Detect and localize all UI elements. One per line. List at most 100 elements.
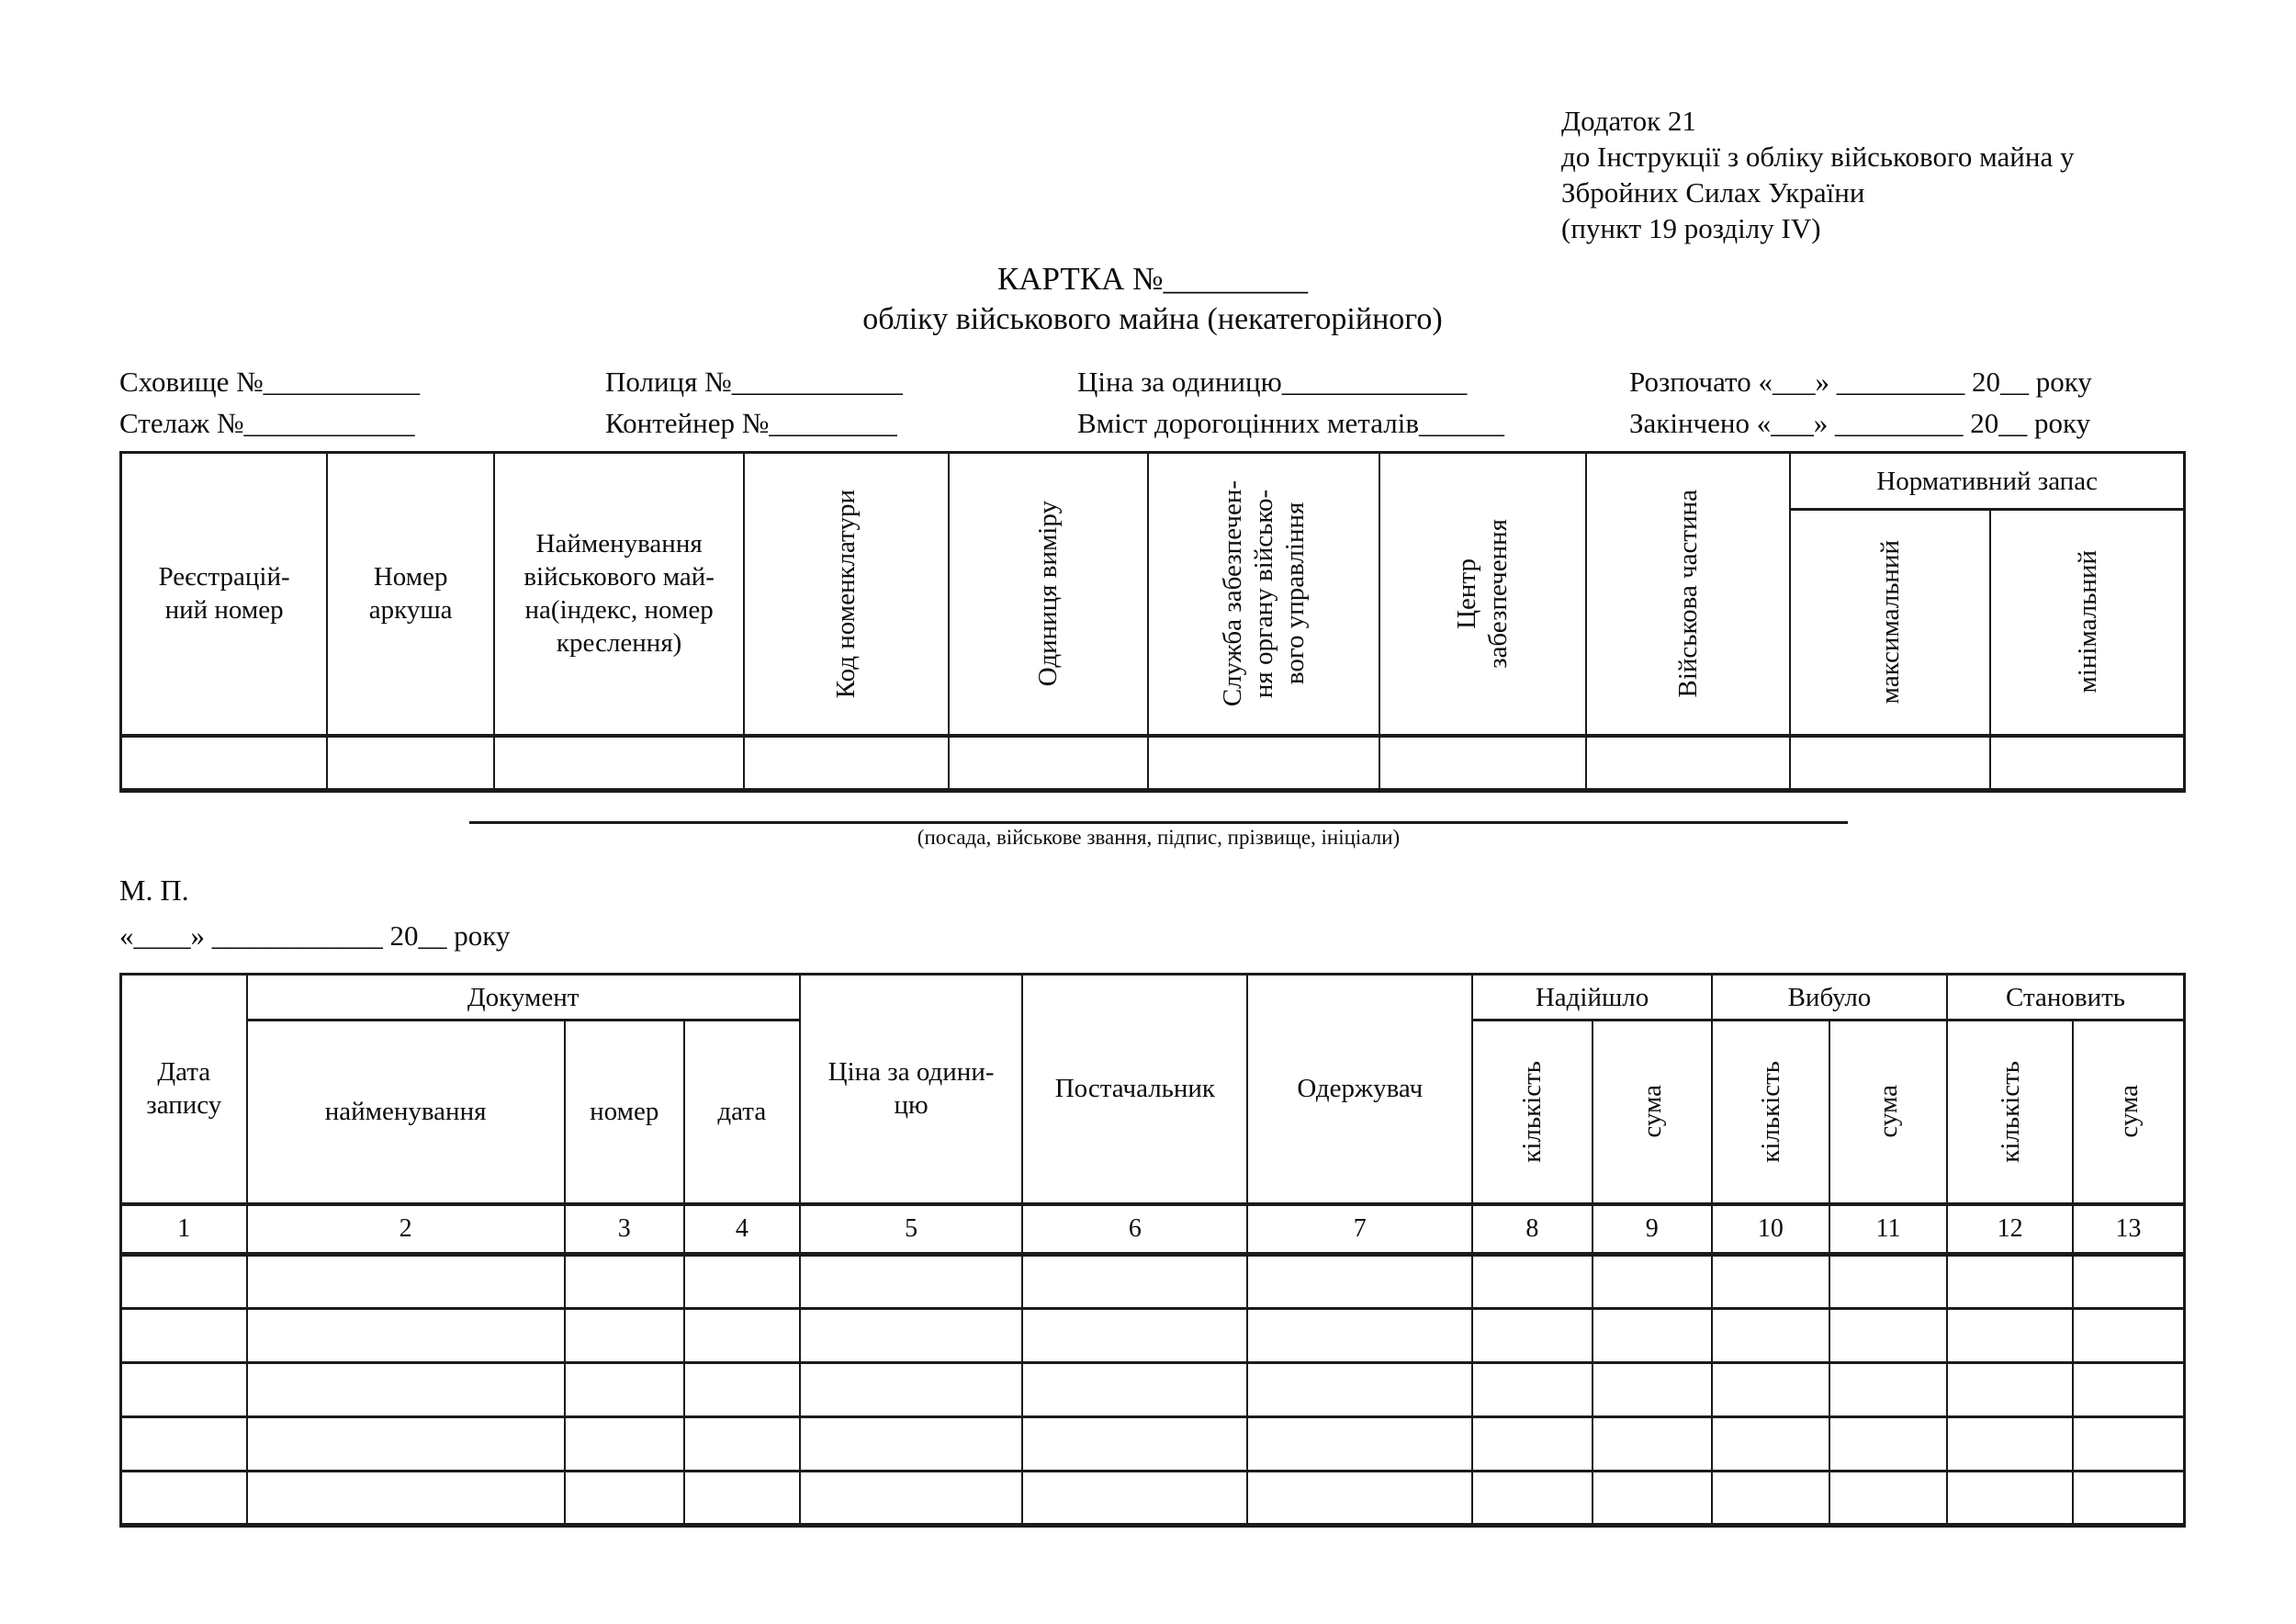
table-cell-empty: [1246, 1253, 1474, 1310]
field-storage: Сховище №___________: [119, 366, 421, 398]
col-registration-number: Реєстрацій- ний номер: [119, 451, 329, 737]
field-finished: Закінчено «___» _________ 20__ року: [1629, 407, 2091, 439]
table-cell-empty: [1828, 1415, 1949, 1472]
table-cell-empty: [245, 1253, 566, 1310]
table-cell-empty: [1946, 1307, 2075, 1364]
property-register-table: Реєстрацій- ний номер Номер аркуша Найме…: [119, 451, 2186, 793]
col-number: 1: [119, 1201, 248, 1257]
col-stock-min: мінімальний: [1989, 508, 2186, 737]
table-cell-empty: [563, 1253, 685, 1310]
table-cell-empty: [1246, 1361, 1474, 1418]
table-cell-empty: [1021, 1470, 1249, 1527]
table-cell-empty: [1591, 1307, 1713, 1364]
col-number: 10: [1710, 1201, 1830, 1257]
table-cell-empty: [1828, 1361, 1949, 1418]
table-cell-empty: [1710, 1307, 1830, 1364]
date-blank-line: «____» ____________ 20__ року: [119, 919, 511, 952]
col-issued-qty: кількість: [1710, 1019, 1830, 1205]
table-row: [119, 1361, 2186, 1418]
col-document-group: Документ: [245, 973, 801, 1021]
table-cell-empty: [1246, 1307, 1474, 1364]
col-number: 7: [1246, 1201, 1474, 1257]
col-measure-unit: Одиниця виміру: [947, 451, 1150, 737]
table-cell-empty: [119, 1253, 248, 1310]
table-cell-empty: [563, 1361, 685, 1418]
col-supply-service: Служба забезпечен- ня органу військо- во…: [1147, 451, 1381, 737]
table-row: [119, 1470, 2186, 1527]
table-cell-empty: [2072, 1307, 2186, 1364]
title-block: КАРТКА №_________ обліку військового май…: [119, 259, 2186, 340]
table-cell-empty: [798, 1253, 1024, 1310]
field-shelf: Полиця №____________: [605, 366, 903, 398]
table-cell-empty: [119, 1307, 248, 1364]
field-started: Розпочато «___» _________ 20__ року: [1629, 366, 2092, 398]
col-stock-max: максимальний: [1789, 508, 1992, 737]
table-cell-empty: [1021, 1307, 1249, 1364]
page-subtitle: обліку військового майна (некатегорійног…: [862, 302, 1443, 336]
column-number-row: 1 2 3 4 5 6 7 8 9 10 11 12 13: [119, 1201, 2186, 1257]
table-cell-empty: [1471, 1361, 1593, 1418]
table-cell-empty: [1828, 1470, 1949, 1527]
table-cell-empty: [245, 1361, 566, 1418]
col-supply-center: Центр забезпечення: [1379, 451, 1587, 737]
col-number: 4: [682, 1201, 801, 1257]
table-cell-empty: [1710, 1253, 1830, 1310]
table-cell-empty: [2072, 1253, 2186, 1310]
table-cell-empty: [743, 733, 950, 792]
col-balance-sum: сума: [2072, 1019, 2186, 1205]
col-number: 13: [2072, 1201, 2186, 1257]
table-cell-empty: [798, 1307, 1024, 1364]
col-unit-price: Ціна за одини- цю: [798, 973, 1024, 1205]
field-container: Контейнер №_________: [605, 407, 897, 439]
appendix-line: Збройних Силах України: [1561, 176, 1865, 209]
col-property-name: Найменування військового май- на(індекс,…: [493, 451, 746, 737]
table-cell-empty: [1946, 1253, 2075, 1310]
col-number: 6: [1021, 1201, 1249, 1257]
table-cell-empty: [1946, 1415, 2075, 1472]
col-number: 11: [1828, 1201, 1949, 1257]
table-cell-empty: [1828, 1307, 1949, 1364]
table-cell-empty: [1828, 1253, 1949, 1310]
table-cell-empty: [798, 1415, 1024, 1472]
table-cell-empty: [326, 733, 496, 792]
table-cell-empty: [1710, 1470, 1830, 1527]
table-cell-empty: [1989, 733, 2186, 792]
page-title: КАРТКА №_________: [996, 261, 1309, 297]
table-cell-empty: [1946, 1470, 2075, 1527]
col-military-unit: Військова частина: [1584, 451, 1792, 737]
table-cell-empty: [1021, 1253, 1249, 1310]
table-cell-empty: [119, 733, 329, 792]
col-issued-sum: сума: [1828, 1019, 1949, 1205]
table-cell-empty: [1591, 1361, 1713, 1418]
col-nomenclature-code: Код номенклатури: [743, 451, 950, 737]
table-cell-empty: [1147, 733, 1381, 792]
table-cell-empty: [1471, 1470, 1593, 1527]
appendix-note: Додаток 21 до Інструкції з обліку військ…: [1561, 0, 2186, 246]
table-row: [119, 1415, 2186, 1472]
table-cell-empty: [1789, 733, 1992, 792]
col-sheet-number: Номер аркуша: [326, 451, 496, 737]
table-cell-empty: [1710, 1361, 1830, 1418]
table-cell-empty: [1471, 1253, 1593, 1310]
col-record-date: Дата запису: [119, 973, 248, 1205]
appendix-line: до Інструкції з обліку військового майна…: [1561, 141, 2075, 173]
stamp-place-label: М. П.: [119, 874, 189, 907]
table-cell-empty: [682, 1253, 801, 1310]
table-cell-empty: [1246, 1470, 1474, 1527]
table-cell-empty: [1246, 1415, 1474, 1472]
table-cell-empty: [245, 1470, 566, 1527]
table-cell-empty: [1710, 1415, 1830, 1472]
table-cell-empty: [1379, 733, 1587, 792]
table-cell-empty: [563, 1307, 685, 1364]
col-number: 2: [245, 1201, 566, 1257]
header-fields: Сховище №___________ Полиця №___________…: [119, 364, 2186, 442]
table-cell-empty: [1021, 1415, 1249, 1472]
col-balance-group: Становить: [1946, 973, 2186, 1021]
col-number: 12: [1946, 1201, 2075, 1257]
col-received-qty: кількість: [1471, 1019, 1593, 1205]
appendix-line: Додаток 21: [1561, 105, 1696, 137]
table-cell-empty: [245, 1415, 566, 1472]
table-cell-empty: [119, 1470, 248, 1527]
col-balance-qty: кількість: [1946, 1019, 2075, 1205]
